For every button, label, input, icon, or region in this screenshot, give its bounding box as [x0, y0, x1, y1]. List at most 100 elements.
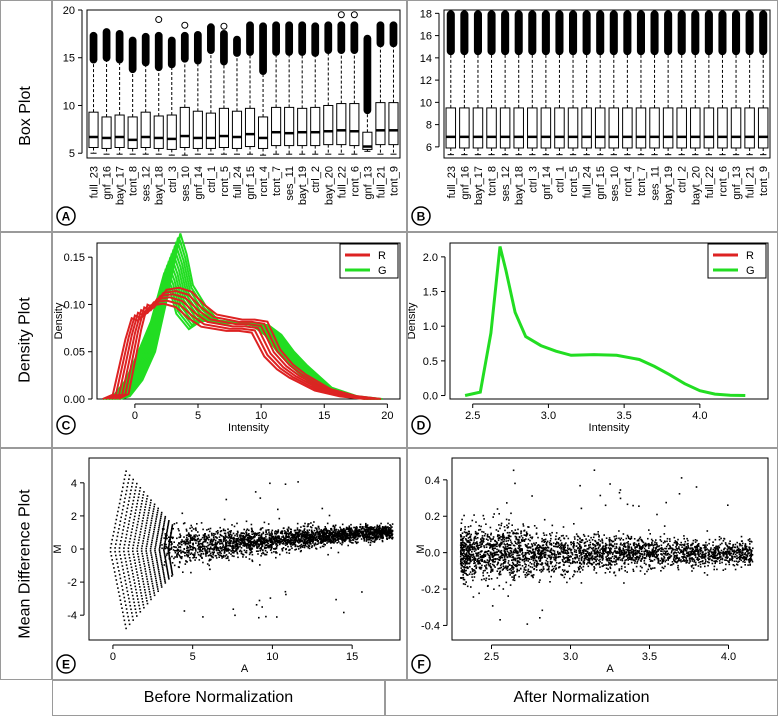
md-point — [125, 537, 127, 539]
md-point — [681, 546, 683, 548]
md-point — [358, 535, 361, 537]
md-point — [365, 523, 367, 526]
md-point — [300, 533, 303, 535]
md-point — [291, 535, 294, 537]
md-point — [184, 554, 186, 557]
md-point — [251, 531, 253, 533]
md-point — [220, 552, 222, 555]
md-point — [718, 536, 721, 538]
md-point — [123, 501, 126, 503]
md-point — [472, 570, 474, 573]
md-point — [318, 534, 321, 536]
md-point — [262, 541, 264, 543]
md-point — [151, 580, 153, 583]
md-point — [156, 559, 158, 562]
md-point — [189, 560, 192, 562]
md-point — [643, 562, 646, 564]
md-point — [475, 566, 478, 568]
md-point — [154, 546, 157, 548]
md-point — [651, 555, 654, 558]
md-point — [156, 584, 158, 586]
md-point — [171, 575, 173, 577]
md-point — [388, 537, 390, 540]
md-point — [297, 536, 299, 538]
md-point — [514, 540, 516, 543]
md-point — [125, 583, 127, 585]
md-point — [382, 528, 385, 531]
md-point — [122, 505, 125, 507]
md-point — [304, 531, 306, 533]
md-point — [357, 534, 359, 537]
md-point — [219, 542, 221, 545]
md-point — [559, 539, 562, 542]
md-point — [664, 560, 667, 563]
md-point — [317, 525, 320, 528]
md-point — [197, 537, 199, 540]
md-point — [467, 550, 469, 553]
md-point — [186, 536, 188, 539]
md-point — [610, 548, 613, 550]
md-point — [531, 536, 534, 538]
md-point — [296, 545, 299, 548]
md-point — [354, 534, 357, 536]
md-point — [135, 611, 137, 614]
density-curve-r — [114, 289, 379, 400]
md-point — [300, 543, 303, 546]
md-point — [217, 547, 219, 550]
panel-badge-label: E — [62, 658, 70, 672]
md-point — [346, 535, 349, 537]
category-label: bayt_20 — [323, 166, 335, 205]
md-point — [274, 537, 276, 540]
md-point — [258, 534, 261, 536]
md-point — [385, 532, 388, 534]
md-point — [311, 531, 313, 534]
md-point — [627, 557, 629, 560]
md-point — [321, 545, 324, 548]
md-point — [295, 532, 298, 535]
md-point — [268, 537, 271, 540]
md-point — [483, 554, 485, 557]
md-point — [179, 533, 181, 535]
md-point — [549, 560, 552, 563]
md-point — [474, 535, 477, 538]
md-point — [165, 563, 168, 565]
md-point — [188, 552, 190, 554]
md-point — [391, 530, 394, 533]
md-point — [490, 532, 492, 535]
md-point — [197, 542, 200, 544]
md-point — [124, 579, 127, 582]
md-point — [357, 537, 359, 540]
md-point — [495, 529, 498, 531]
md-point — [299, 538, 302, 541]
md-point — [225, 542, 228, 544]
md-point — [279, 540, 281, 543]
md-point — [168, 544, 170, 547]
md-point — [134, 565, 137, 567]
md-point — [607, 557, 610, 559]
md-point — [588, 539, 591, 541]
md-point — [135, 588, 137, 591]
md-point — [655, 542, 658, 544]
md-point — [146, 554, 148, 557]
md-point — [310, 526, 313, 529]
md-point — [368, 535, 371, 537]
md-point — [147, 536, 150, 538]
md-point — [542, 568, 545, 570]
md-point — [466, 558, 469, 560]
md-point — [248, 541, 250, 544]
md-point — [380, 530, 382, 533]
box-body — [527, 107, 538, 149]
md-point — [163, 575, 165, 577]
md-point — [145, 594, 147, 597]
md-point — [260, 535, 263, 537]
md-point — [232, 548, 234, 551]
md-point — [329, 541, 331, 543]
md-point — [305, 542, 308, 544]
md-point — [344, 531, 347, 533]
md-point — [181, 556, 183, 558]
box-body — [231, 110, 243, 149]
md-point — [691, 544, 693, 546]
md-point — [302, 541, 305, 544]
md-point — [369, 532, 372, 535]
md-point — [599, 543, 601, 546]
